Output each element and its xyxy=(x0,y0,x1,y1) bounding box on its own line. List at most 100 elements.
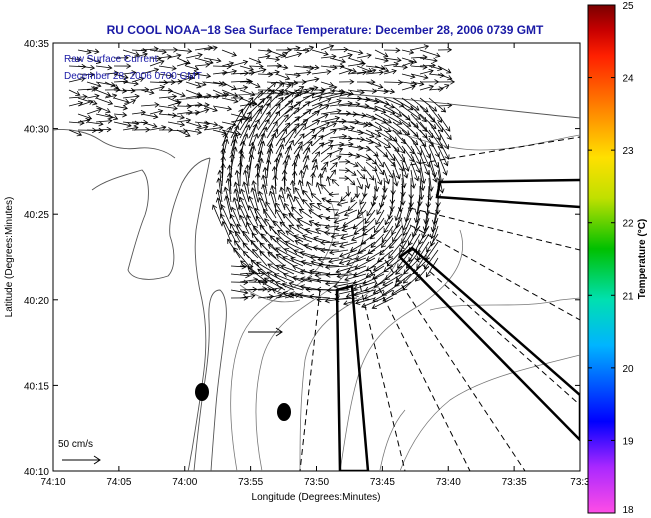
current-vector xyxy=(410,73,429,80)
current-vector xyxy=(176,129,191,137)
current-vector xyxy=(284,144,292,163)
current-vector xyxy=(333,281,358,289)
current-vector xyxy=(248,154,255,179)
current-vector xyxy=(325,206,340,213)
marker-dot-1 xyxy=(195,383,209,401)
current-vector xyxy=(194,81,207,87)
current-vector xyxy=(95,126,112,133)
current-vector xyxy=(338,125,356,131)
current-vector xyxy=(250,187,259,211)
current-vector xyxy=(302,45,315,51)
current-vector xyxy=(230,116,250,123)
current-vector xyxy=(203,125,224,131)
current-vector xyxy=(140,67,160,75)
current-vector xyxy=(265,201,277,219)
current-vector xyxy=(354,185,360,199)
current-vector xyxy=(329,118,347,124)
current-vector xyxy=(242,230,259,251)
current-vector xyxy=(68,94,88,100)
current-vector xyxy=(383,161,394,179)
current-vector xyxy=(383,169,391,185)
current-vector xyxy=(278,194,286,211)
current-vector xyxy=(167,113,185,120)
current-vector xyxy=(284,86,305,99)
current-vector xyxy=(149,79,169,86)
current-vector xyxy=(394,273,412,287)
current-vector xyxy=(437,129,449,150)
current-vector xyxy=(392,105,411,121)
current-vector xyxy=(291,161,298,179)
current-vector xyxy=(313,236,331,243)
current-vector xyxy=(194,124,209,131)
current-vector xyxy=(297,179,304,195)
current-vector xyxy=(185,65,200,72)
current-vector xyxy=(334,289,358,297)
current-vector xyxy=(367,241,385,255)
current-vector xyxy=(239,188,250,211)
current-vector xyxy=(275,64,289,71)
current-vector xyxy=(194,57,214,65)
current-vector xyxy=(325,175,332,187)
current-vector xyxy=(335,265,358,274)
current-vector xyxy=(317,172,324,187)
current-vector xyxy=(185,121,202,129)
y-tick-label: 40:30 xyxy=(24,125,49,136)
current-vector xyxy=(356,97,380,105)
current-vector xyxy=(282,213,295,227)
current-vector xyxy=(230,133,239,155)
current-vector xyxy=(149,55,162,62)
current-vector xyxy=(311,142,325,155)
legend-raw-surface-current: Raw Surface Current xyxy=(64,54,158,65)
current-vector xyxy=(410,169,417,189)
current-vector xyxy=(296,218,313,227)
current-vector xyxy=(389,233,403,249)
current-vector xyxy=(248,81,261,88)
current-vector xyxy=(383,153,396,167)
current-vector xyxy=(437,153,448,176)
current-vector xyxy=(339,241,358,249)
current-vector xyxy=(374,65,390,73)
current-vector xyxy=(374,169,383,186)
current-vector xyxy=(257,279,277,291)
current-vector xyxy=(203,45,218,51)
current-vector xyxy=(374,145,389,158)
current-vector xyxy=(122,70,137,76)
current-vector xyxy=(267,263,286,275)
current-vector xyxy=(212,70,228,76)
current-vector xyxy=(246,221,259,243)
current-vector xyxy=(221,49,237,57)
current-vector xyxy=(303,243,322,251)
current-vector xyxy=(334,225,349,232)
current-vectors xyxy=(68,44,456,310)
current-vector xyxy=(86,120,104,127)
current-vector xyxy=(140,121,158,129)
current-vector xyxy=(374,57,389,63)
current-vector xyxy=(401,49,415,55)
current-vector xyxy=(383,137,400,152)
current-vector xyxy=(288,224,304,235)
current-vector xyxy=(419,57,438,63)
current-vector xyxy=(374,97,395,109)
current-vector xyxy=(341,225,358,233)
current-vector xyxy=(424,249,439,270)
current-vector xyxy=(230,85,249,91)
current-vector xyxy=(176,61,189,67)
current-vector xyxy=(392,225,403,243)
current-vector xyxy=(383,257,403,273)
current-vector xyxy=(334,209,349,217)
current-vector xyxy=(363,289,385,300)
current-vector xyxy=(113,78,129,85)
current-vector xyxy=(257,197,268,219)
current-vector xyxy=(311,121,331,131)
current-vector xyxy=(388,241,403,259)
current-vector xyxy=(437,84,450,91)
y-tick-label: 40:20 xyxy=(24,296,49,307)
current-vector xyxy=(302,76,320,83)
current-vector xyxy=(392,129,406,145)
current-vector xyxy=(365,169,375,181)
current-vector xyxy=(248,195,259,219)
current-vector xyxy=(410,161,420,182)
current-vector xyxy=(77,71,95,78)
current-vector xyxy=(242,181,250,203)
current-vector xyxy=(350,193,358,203)
